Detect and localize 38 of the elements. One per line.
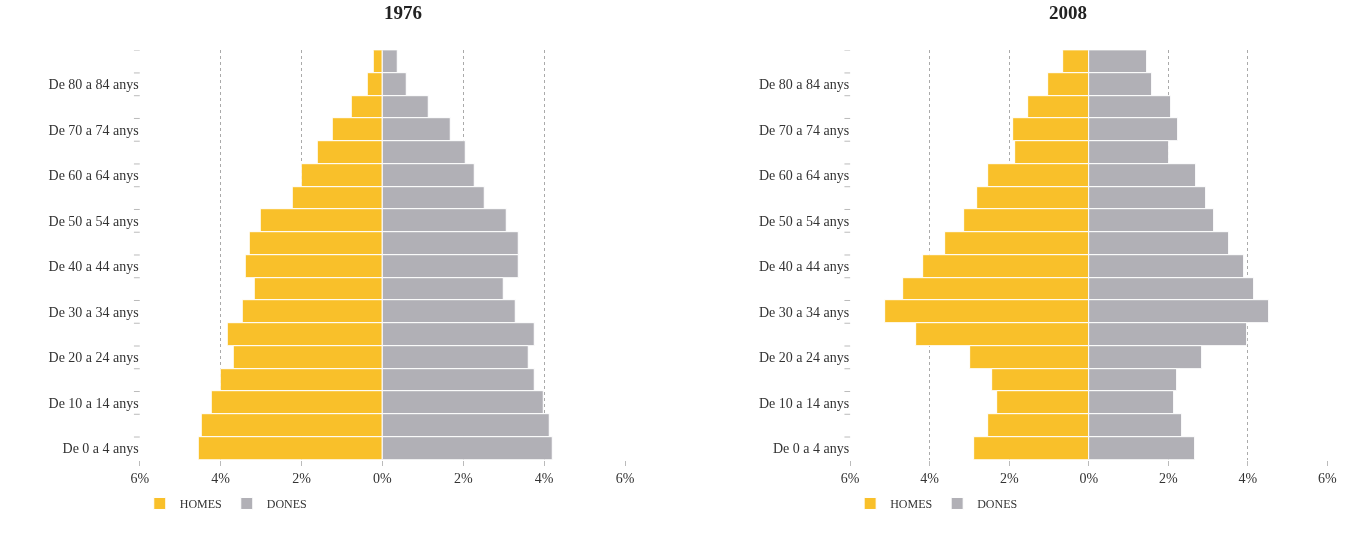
y-tick-label: De 10 a 14 anys — [48, 395, 139, 411]
x-tick-label: 4% — [534, 470, 554, 486]
y-tick-label: De 80 a 84 anys — [758, 77, 850, 93]
y-tick-label: De 70 a 74 anys — [48, 122, 139, 138]
y-tick-label: De 20 a 24 anys — [48, 350, 139, 366]
x-tick-label: 6% — [615, 470, 635, 486]
x-tick-label: 2% — [453, 470, 473, 486]
y-tick-label: De 30 a 34 anys — [758, 304, 850, 320]
legend-label: DONES — [977, 497, 1018, 512]
x-tick-label: 6% — [1318, 470, 1338, 486]
x-tick-label: 0% — [1079, 470, 1099, 486]
x-tick-label: 2% — [292, 470, 312, 486]
y-tick-label: De 30 a 34 anys — [48, 304, 139, 320]
x-tick-label: 6% — [130, 470, 150, 486]
legend-label: HOMES — [890, 497, 933, 512]
x-tick-label: 0% — [373, 470, 393, 486]
y-tick-label: De 40 a 44 anys — [48, 259, 139, 275]
x-tick-label: 2% — [999, 470, 1019, 486]
x-tick-label: 2% — [1158, 470, 1178, 486]
y-tick-label: De 20 a 24 anys — [758, 350, 850, 366]
y-tick-label: De 50 a 54 anys — [48, 213, 139, 229]
chart-title: 2008 — [1049, 2, 1087, 23]
y-tick-label: De 0 a 4 anys — [62, 441, 139, 457]
y-tick-label: De 40 a 44 anys — [758, 259, 850, 275]
x-tick-label: 6% — [840, 470, 860, 486]
y-tick-label: De 50 a 54 anys — [758, 213, 850, 229]
y-tick-label: De 60 a 64 anys — [48, 168, 139, 184]
x-tick-label: 4% — [920, 470, 940, 486]
y-tick-label: De 10 a 14 anys — [758, 395, 850, 411]
y-tick-label: De 80 a 84 anys — [48, 77, 139, 93]
legend-label: HOMES — [179, 497, 222, 512]
y-tick-label: De 0 a 4 anys — [772, 441, 850, 457]
y-tick-label: De 60 a 64 anys — [758, 168, 850, 184]
legend-label: DONES — [266, 497, 307, 512]
x-tick-label: 4% — [1238, 470, 1258, 486]
chart-title: 1976 — [384, 2, 422, 23]
x-tick-label: 4% — [211, 470, 231, 486]
y-tick-label: De 70 a 74 anys — [758, 122, 850, 138]
